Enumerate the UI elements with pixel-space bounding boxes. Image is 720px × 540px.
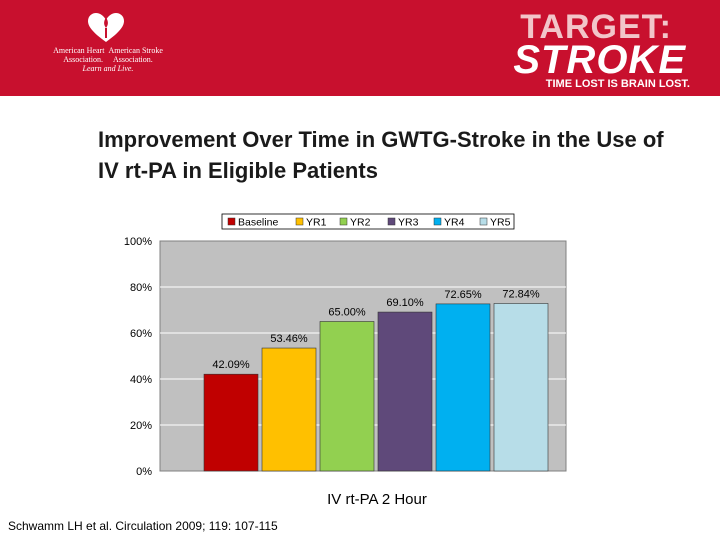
data-label-yr3: 69.10%: [386, 297, 424, 309]
legend-label-yr4: YR4: [444, 217, 465, 229]
legend-label-yr5: YR5: [490, 217, 511, 229]
slide-title: Improvement Over Time in GWTG-Stroke in …: [98, 127, 664, 183]
heart-torch-icon: [88, 13, 124, 42]
y-tick-label: 40%: [130, 374, 152, 386]
legend-label-yr3: YR3: [398, 217, 419, 229]
legend-label-yr2: YR2: [350, 217, 371, 229]
x-axis-label: IV rt-PA 2 Hour: [327, 491, 427, 508]
data-label-baseline: 42.09%: [212, 359, 250, 371]
y-tick-label: 0%: [136, 466, 152, 478]
header-banner: American Heart American Stroke Associati…: [0, 0, 720, 96]
data-label-yr1: 53.46%: [270, 333, 308, 345]
target-stroke-tagline: TIME LOST IS BRAIN LOST.: [545, 78, 690, 90]
legend-label-baseline: Baseline: [238, 217, 278, 229]
aha-name-right-2: Association.: [113, 55, 153, 64]
y-tick-label: 80%: [130, 282, 152, 294]
data-label-yr5: 72.84%: [502, 288, 540, 300]
legend-swatch-yr1: [295, 217, 304, 226]
legend-swatch-yr2: [339, 217, 348, 226]
target-stroke-logo-line1: TARGET:: [520, 8, 672, 46]
bar-yr5: [493, 303, 549, 472]
y-tick-label: 100%: [124, 236, 152, 248]
bar-yr1: [261, 347, 317, 472]
target-stroke-logo-line2: STROKE: [513, 38, 686, 82]
bar-yr2: [319, 321, 375, 472]
bar-yr4: [435, 303, 491, 472]
bar-baseline: [203, 373, 259, 472]
aha-asa-logo: American Heart American Stroke Associati…: [28, 12, 188, 84]
bar-yr3: [377, 311, 433, 472]
aha-name-right-1: American Stroke: [108, 46, 163, 55]
data-label-yr4: 72.65%: [444, 289, 482, 301]
aha-tagline: Learn and Live.: [82, 64, 134, 73]
y-tick-label: 60%: [130, 328, 152, 340]
source-citation: Schwamm LH et al. Circulation 2009; 119:…: [8, 519, 278, 533]
legend-swatch-yr4: [433, 217, 442, 226]
legend-swatch-baseline: [227, 217, 236, 226]
legend-label-yr1: YR1: [306, 217, 327, 229]
aha-name-left-2: Association.: [63, 55, 103, 64]
y-tick-label: 20%: [130, 420, 152, 432]
legend-swatch-yr5: [479, 217, 488, 226]
data-label-yr2: 65.00%: [328, 307, 366, 319]
legend-swatch-yr3: [387, 217, 396, 226]
aha-name-left-1: American Heart: [53, 46, 105, 55]
